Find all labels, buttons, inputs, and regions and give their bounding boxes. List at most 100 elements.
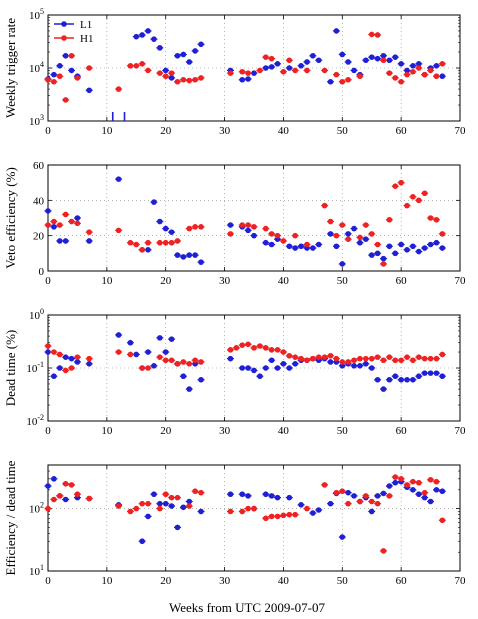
y-axis-label: Weekly trigger rate	[3, 18, 18, 118]
data-point	[368, 252, 375, 258]
data-point	[427, 476, 434, 483]
data-point	[198, 224, 204, 230]
data-point	[186, 498, 193, 505]
data-point	[198, 489, 204, 496]
x-tick-label: 30	[219, 425, 231, 437]
data-point	[357, 234, 363, 241]
data-point	[51, 476, 57, 482]
data-point	[262, 225, 269, 232]
data-point	[327, 359, 334, 365]
data-point	[357, 363, 363, 369]
data-point	[198, 376, 204, 383]
data-point	[186, 77, 193, 84]
data-point	[368, 498, 375, 505]
data-point	[74, 491, 81, 498]
data-point	[56, 63, 63, 69]
data-point	[68, 52, 75, 59]
panel-1: 0 10 20 30 40 50 60 70 103 104 105 Weekly trigger r…	[3, 7, 466, 137]
x-tick-label: 50	[337, 425, 349, 437]
data-point	[392, 75, 399, 81]
data-point	[398, 476, 404, 482]
data-point	[157, 505, 163, 512]
data-point	[363, 236, 369, 242]
data-point	[239, 491, 246, 498]
data-point	[86, 238, 92, 244]
data-point	[51, 373, 57, 380]
data-point	[286, 352, 293, 359]
x-tick-label: 30	[219, 125, 231, 137]
data-point	[374, 500, 381, 507]
data-point	[315, 241, 322, 248]
x-tick-label: 10	[101, 575, 113, 587]
data-point	[280, 68, 287, 75]
data-point	[127, 339, 134, 346]
data-point	[439, 351, 446, 358]
data-point	[174, 494, 181, 501]
data-point	[345, 359, 351, 365]
data-point	[363, 57, 369, 64]
data-point	[427, 241, 434, 248]
data-point	[274, 513, 281, 520]
data-point	[227, 222, 234, 228]
data-point	[133, 351, 140, 358]
data-point	[56, 351, 63, 358]
y-tick-label: 102	[29, 501, 44, 516]
data-point	[257, 343, 263, 349]
data-point	[56, 73, 63, 80]
data-point	[245, 227, 251, 234]
data-point	[86, 65, 92, 71]
data-point	[268, 231, 275, 237]
data-point	[180, 359, 187, 365]
data-point	[62, 354, 69, 360]
data-point	[404, 354, 410, 360]
x-tick-label: 30	[219, 275, 231, 287]
data-point	[274, 61, 281, 67]
data-point	[421, 245, 428, 251]
x-tick-label: 50	[337, 125, 349, 137]
data-point	[151, 491, 157, 498]
data-point	[45, 222, 51, 228]
data-point	[139, 500, 145, 507]
data-point	[339, 534, 346, 540]
data-point	[333, 71, 340, 78]
data-point	[274, 494, 281, 501]
data-point	[380, 490, 387, 497]
data-point	[439, 373, 446, 380]
series-H1	[44, 31, 446, 103]
data-point	[392, 250, 399, 257]
data-point	[239, 68, 246, 75]
data-point	[315, 354, 322, 360]
data-point	[380, 57, 387, 64]
data-point	[404, 67, 410, 74]
data-point	[192, 48, 198, 54]
data-point	[257, 67, 263, 74]
data-point	[416, 197, 422, 204]
data-point	[62, 97, 69, 103]
data-point	[262, 365, 269, 371]
data-point	[198, 41, 204, 48]
data-point	[157, 500, 163, 507]
data-point	[345, 489, 351, 496]
data-point	[186, 59, 193, 65]
data-point	[357, 239, 363, 246]
data-point	[251, 345, 257, 351]
data-point	[174, 78, 181, 85]
data-point	[327, 231, 334, 237]
y-tick-label: 10-2	[26, 413, 44, 428]
x-tick-label: 20	[160, 575, 172, 587]
data-point	[374, 32, 381, 38]
y-tick-label: 20	[33, 231, 45, 243]
x-tick-label: 0	[45, 275, 51, 287]
data-point	[339, 488, 346, 495]
data-point	[345, 231, 351, 237]
panel-2: 0 10 20 30 40 50 60 70 0 20 40 60 Veto efficiency (%…	[3, 160, 466, 287]
data-point	[374, 493, 381, 499]
data-point	[298, 63, 304, 69]
data-point	[262, 345, 269, 351]
data-point	[368, 508, 375, 515]
data-point	[56, 493, 63, 499]
data-point	[174, 52, 181, 59]
data-point	[398, 241, 404, 248]
data-point	[374, 250, 381, 257]
